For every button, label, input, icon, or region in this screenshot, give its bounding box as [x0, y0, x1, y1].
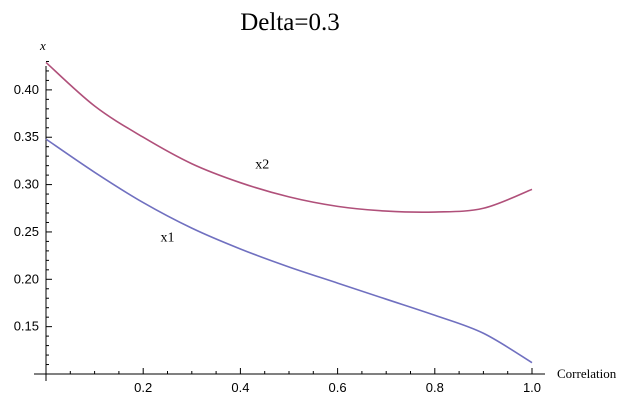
series-label-x1: x1 — [161, 230, 175, 245]
y-axis-label: x — [39, 38, 46, 53]
series-layer — [45, 61, 533, 364]
series-line-x1 — [45, 138, 533, 364]
y-tick-label: 0.25 — [14, 224, 39, 239]
y-tick-label: 0.30 — [14, 177, 39, 192]
annotation-layer: x1 x2 — [161, 157, 270, 245]
chart-title: Delta=0.3 — [240, 9, 340, 36]
y-tick-label: 0.35 — [14, 129, 39, 144]
y-tick-label: 0.20 — [14, 271, 39, 286]
x-tick-label: 1.0 — [523, 380, 541, 395]
x-axis-label: Correlation — [557, 366, 617, 381]
series-label-x2: x2 — [255, 157, 269, 172]
x-tick-label: 0.8 — [426, 380, 444, 395]
y-tick-label: 0.40 — [14, 82, 39, 97]
series-line-x2 — [45, 61, 533, 214]
x-tick-label: 0.4 — [231, 380, 249, 395]
y-tick-label: 0.15 — [14, 319, 39, 334]
axes: 0.2 0.4 0.6 0.8 1.0 0.15 0.20 0.25 0.30 0.35 0.40 — [14, 60, 545, 395]
x-tick-label: 0.6 — [329, 380, 347, 395]
x-tick-label: 0.2 — [134, 380, 152, 395]
